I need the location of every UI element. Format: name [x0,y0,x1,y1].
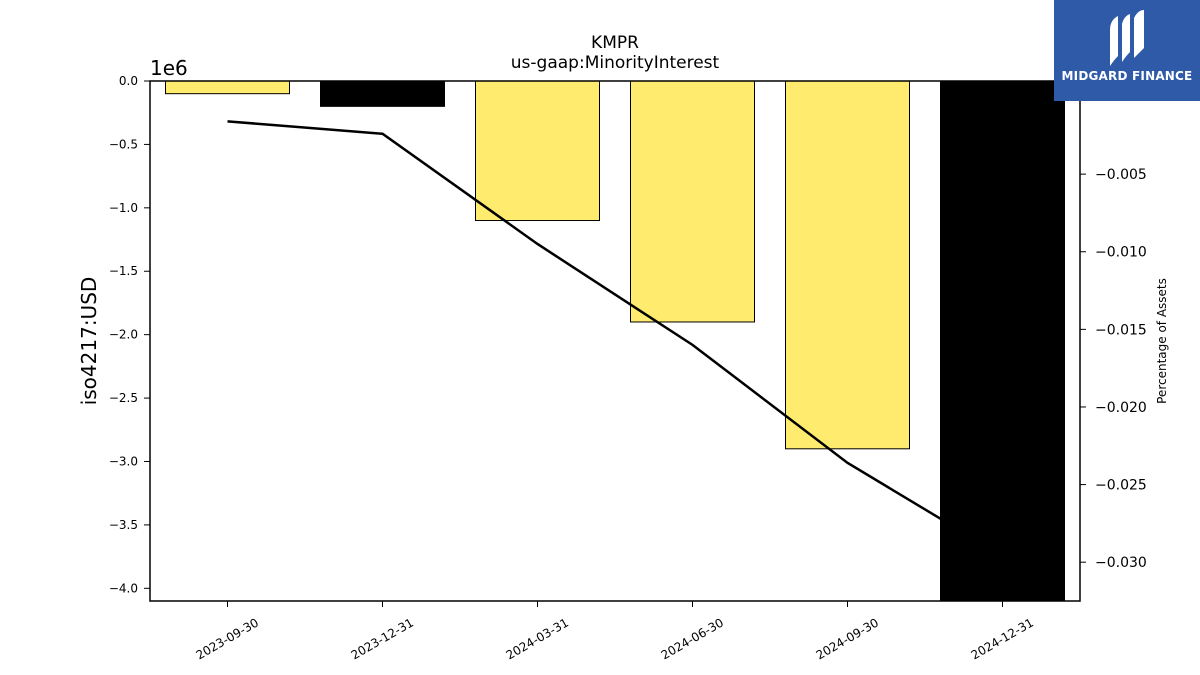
logo: MIDGARD FINANCE [1054,0,1200,101]
bars-group [165,80,1065,602]
bar-2023-12-31 [320,80,445,107]
line-group [227,120,1004,558]
y-tick-label: −3.5 [109,518,138,532]
bar-2023-09-30 [165,80,290,95]
y2-tick-label: −0.010 [1095,245,1147,261]
bar-2024-03-31 [475,80,600,222]
bar-2024-12-31 [940,80,1065,602]
x-tick-label: 2023-09-30 [194,615,261,662]
chart-subtitle: us-gaap:MinorityInterest [511,53,720,73]
logo-mark-icon [1110,10,1144,66]
bar-2024-06-30 [630,80,755,323]
y-tick-label: −0.5 [109,137,138,151]
bar-2024-09-30 [785,80,910,450]
chart-title: KMPR [591,33,639,53]
y2-tick-label: −0.030 [1095,555,1147,571]
y-tick-label: 0.0 [119,74,138,88]
y2-tick-label: −0.015 [1095,322,1147,338]
y2-tick-label: −0.025 [1095,478,1147,494]
y2-tick-label: −0.020 [1095,400,1147,416]
y-offset-text: 1e6 [150,56,188,80]
y-tick-label: −1.0 [109,201,138,215]
plot-frame [149,80,1081,602]
x-tick-label: 2024-03-31 [504,615,571,662]
series-line [227,120,1004,558]
logo-text: MIDGARD FINANCE [1061,69,1193,83]
y-tick-label: −2.0 [109,328,138,342]
x-tick-label: 2024-06-30 [659,615,726,662]
x-tick-label: 2023-12-31 [349,615,416,662]
y-tick-label: −2.5 [109,391,138,405]
y-tick-label: −4.0 [109,581,138,595]
x-tick-label: 2024-12-31 [969,615,1036,662]
y-tick-label: −1.5 [109,264,138,278]
y-tick-label: −3.0 [109,454,138,468]
x-tick-label: 2024-09-30 [814,615,881,662]
y2-tick-label: −0.005 [1095,167,1147,183]
axes-group: 0.0 −0.5 −1.0 −1.5 −2.0 −2.5 −3.0 −3.5 −4.0 −0.00… [109,74,1147,662]
y-axis-label: iso4217:USD [77,277,101,406]
y2-axis-label: Percentage of Assets [1155,278,1169,404]
